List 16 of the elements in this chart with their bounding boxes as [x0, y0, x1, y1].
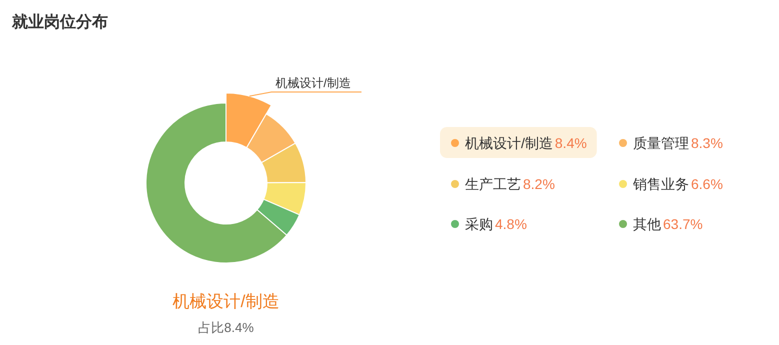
data-label: 63.7%	[663, 216, 703, 232]
data-label: 8.4%	[554, 135, 587, 151]
data-label: 4.8%	[495, 216, 527, 232]
data-label: 8.3%	[691, 135, 723, 151]
chart-title: 就业岗位分布	[11, 13, 108, 31]
text: 占比8.4%	[198, 320, 254, 335]
legend-label: 生产工艺	[465, 176, 521, 192]
legend-label: 机械设计/制造	[465, 135, 553, 151]
legend-label: 采购	[465, 216, 493, 232]
data-label: 6.6%	[691, 176, 723, 192]
data-label: 8.2%	[523, 176, 555, 192]
legend-label: 其他	[633, 216, 661, 232]
legend-label: 销售业务	[632, 176, 689, 192]
slice-label: 机械设计/制造	[275, 76, 351, 90]
legend-label: 质量管理	[633, 135, 689, 151]
text: 机械设计/制造	[172, 292, 280, 311]
